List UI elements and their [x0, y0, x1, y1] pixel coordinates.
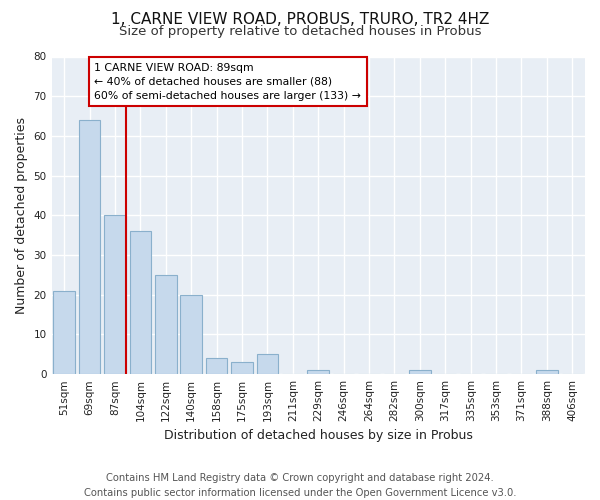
X-axis label: Distribution of detached houses by size in Probus: Distribution of detached houses by size …: [164, 430, 473, 442]
Bar: [307, 370, 329, 374]
Bar: [536, 370, 557, 374]
Bar: [231, 362, 253, 374]
Bar: [206, 358, 227, 374]
Bar: [79, 120, 100, 374]
Y-axis label: Number of detached properties: Number of detached properties: [15, 117, 28, 314]
Text: Size of property relative to detached houses in Probus: Size of property relative to detached ho…: [119, 25, 481, 38]
Bar: [257, 354, 278, 374]
Bar: [53, 291, 75, 374]
Bar: [181, 295, 202, 374]
Text: Contains HM Land Registry data © Crown copyright and database right 2024.
Contai: Contains HM Land Registry data © Crown c…: [84, 472, 516, 498]
Bar: [155, 275, 176, 374]
Text: 1 CARNE VIEW ROAD: 89sqm
← 40% of detached houses are smaller (88)
60% of semi-d: 1 CARNE VIEW ROAD: 89sqm ← 40% of detach…: [94, 63, 361, 101]
Text: 1, CARNE VIEW ROAD, PROBUS, TRURO, TR2 4HZ: 1, CARNE VIEW ROAD, PROBUS, TRURO, TR2 4…: [111, 12, 489, 28]
Bar: [409, 370, 431, 374]
Bar: [130, 231, 151, 374]
Bar: [104, 216, 126, 374]
